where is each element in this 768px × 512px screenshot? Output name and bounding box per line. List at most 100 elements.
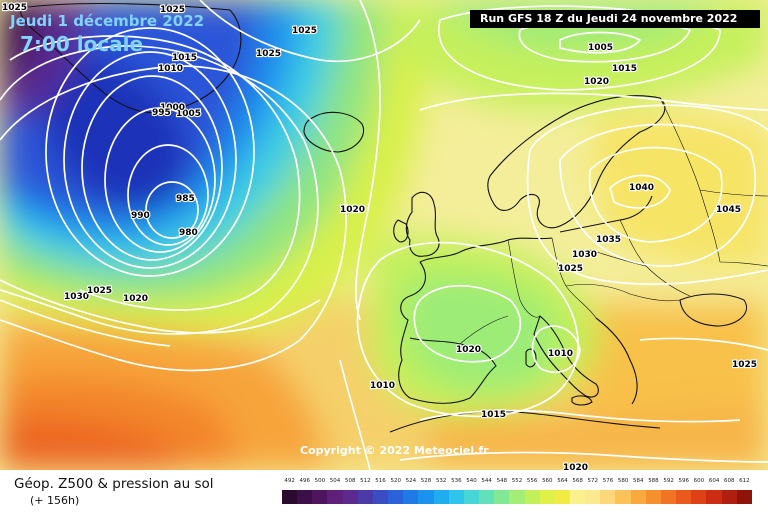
color-scale-label: 568 [572,478,583,484]
color-scale-label: 592 [663,478,674,484]
color-scale-cell [706,490,722,504]
isobar-label: 1010 [548,349,573,359]
isobar-1010-west-med [339,359,371,470]
color-scale-label: 504 [329,478,341,484]
isobar-label: 1025 [160,5,185,15]
isobar-label: 1035 [596,235,621,245]
isobar-1015-med [356,241,579,418]
color-scale-label: 524 [405,478,417,484]
isobar-1020-med [413,284,522,363]
isobar-label: 1000 [160,103,185,113]
isobar-1020-west [0,65,347,372]
isobar-1025-west [0,279,321,334]
isobar-label: 1010 [158,64,183,74]
isobar-1010 [9,35,301,311]
italy-coast [533,315,599,398]
color-scale-cell [539,490,555,504]
isobar-label: 1040 [629,183,654,193]
color-scale-label: 528 [420,478,432,484]
balkans-coast [595,317,638,405]
color-scale-label: 516 [375,478,386,484]
isobar-1035 [588,146,723,243]
color-scale-label: 548 [496,478,508,484]
color-scale-label: 580 [617,478,629,484]
color-scale-label: 588 [648,478,659,484]
isobar-label: 1020 [456,345,481,355]
isobar-label: 995 [152,108,171,118]
isobar-label: 1030 [64,292,89,302]
isobar-label: 1025 [732,360,757,370]
color-scale-label: 508 [344,478,356,484]
isobar-label: 990 [131,211,150,221]
isobar-1015-south [419,409,741,423]
forecast-date: Jeudi 1 décembre 2022 [10,12,205,30]
isobar-label: 1025 [256,49,281,59]
isobar-1005 [45,27,255,277]
color-scale-label: 552 [511,478,523,484]
color-scale-cell [660,490,677,504]
color-scale-cell [282,490,298,504]
color-scale-label: 576 [602,478,614,484]
color-scale-label: 520 [390,478,401,484]
color-scale-label: 608 [724,478,735,484]
isobar-label: 1015 [172,53,197,63]
color-scale-cell [342,490,358,504]
color-scale-cell [509,490,525,504]
color-scale-label: 536 [451,478,462,484]
color-scale-cell [494,490,510,504]
color-scale-label: 532 [435,478,447,484]
isobar-1030-west [0,299,171,347]
corsica-sardinia [525,348,537,368]
coastlines [19,2,747,433]
copyright-notice: Copyright © 2022 Meteociel.fr [300,444,489,457]
color-scale-cell [479,490,495,504]
color-scale-cell [388,490,404,504]
isobar-label: 1025 [2,3,27,13]
isobar-labels: 1025 102510151010102510251005100099598599… [1,2,758,470]
color-scale-cell [615,490,631,504]
color-scale-label: 596 [678,478,690,484]
color-scale-label: 496 [299,478,310,484]
isobar-label: 1020 [123,294,148,304]
color-scale-cell [630,490,646,504]
isobar-label: 1020 [563,463,588,470]
color-scale-cell [585,490,601,504]
color-scale-label: 492 [284,478,295,484]
color-scale-label: 564 [557,478,568,484]
model-run-info: Run GFS 18 Z du Jeudi 24 novembre 2022 [470,10,760,28]
color-scale-bar [282,490,752,504]
color-scale-label: 612 [739,478,750,484]
color-scale-cell [448,490,464,504]
color-scale-cell [312,490,328,504]
isobar-1020-south [399,451,768,463]
isobar-label: 1020 [584,77,609,87]
color-scale-cell [372,490,389,504]
isobars [0,0,768,470]
isobar-980 [145,181,199,239]
color-scale-cell [418,490,434,504]
forecast-local-time: 7:00 locale [20,32,144,56]
north-africa-coast [389,410,661,433]
isobar-label: 1030 [572,250,597,260]
isobar-995 [81,75,223,261]
color-scale-label: 556 [526,478,538,484]
color-scale-cell [691,490,707,504]
british-isles-coast [393,191,440,257]
isobar-1005-north [559,31,641,54]
scandinavia-coast [487,95,666,229]
color-scale-cell [554,490,570,504]
lead-time: (+ 156h) [30,494,80,507]
isobar-label: 1025 [87,286,112,296]
color-scale-labels: 492 496 500 504 508 512 516 520 524 528 532 536 540 5… [282,478,752,488]
black-sea-coast [679,293,747,327]
color-scale-cell [297,490,313,504]
color-scale-label: 584 [633,478,644,484]
isobar-label: 980 [179,228,198,238]
geopotential-field [0,0,768,470]
color-scale-cell [524,490,540,504]
color-scale-cell [676,490,692,504]
isobar-1040 [609,174,671,209]
color-scale-label: 512 [360,478,371,484]
isobar-label: 1010 [370,381,395,391]
